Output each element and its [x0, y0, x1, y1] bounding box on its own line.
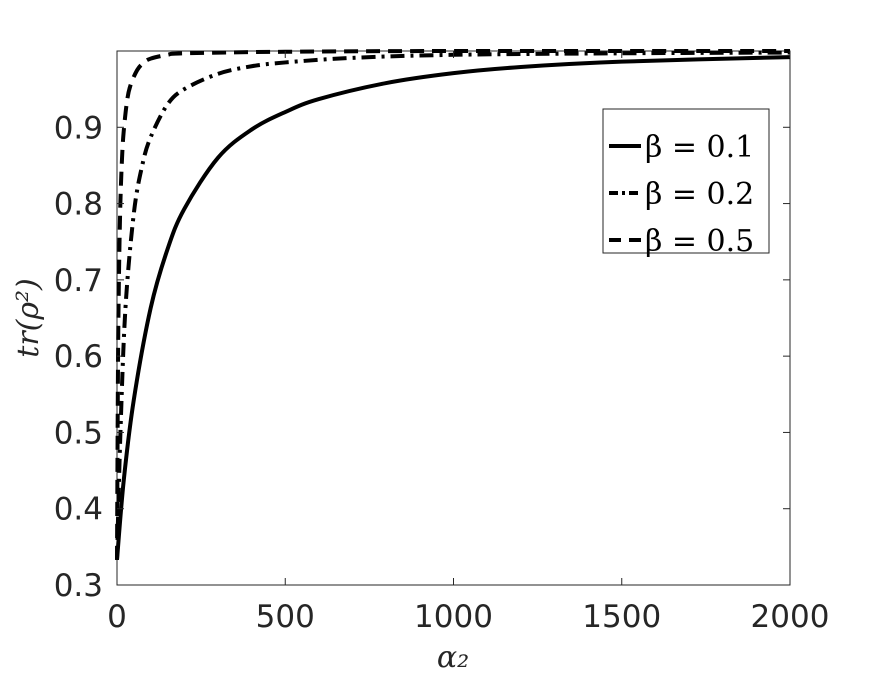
x-tick-label: 0 [107, 599, 127, 635]
legend-label: β = 0.1 [645, 130, 754, 165]
y-axis-label: tr(ρ²) [11, 278, 46, 357]
ticks-layer: 0 500 1000 1500 2000 0.3 0.4 0.5 0.6 0.7 0.8 0.9 [54, 51, 830, 635]
y-tick-label: 0.9 [54, 110, 103, 146]
legend-label: β = 0.5 [645, 224, 754, 259]
series-layer [115, 48, 791, 560]
x-tick-label: 1000 [414, 599, 493, 635]
series-line-1 [115, 55, 791, 560]
y-tick-label: 0.4 [54, 492, 103, 528]
x-tick-label: 500 [256, 599, 315, 635]
y-tick-label: 0.5 [54, 415, 103, 451]
series-line-3 [115, 48, 791, 560]
x-tick-label: 1500 [582, 599, 661, 635]
x-tick-label: 2000 [751, 599, 830, 635]
y-tick-label: 0.3 [54, 568, 103, 604]
legend-box [602, 108, 770, 254]
y-tick-label: 0.6 [54, 339, 103, 375]
legend-label: β = 0.2 [645, 177, 754, 212]
y-tick-label: 0.7 [54, 263, 103, 299]
legend: β = 0.1 β = 0.2 β = 0.5 [602, 108, 770, 259]
y-tick-label: 0.8 [54, 187, 103, 223]
x-axis-label: α₂ [437, 640, 469, 675]
